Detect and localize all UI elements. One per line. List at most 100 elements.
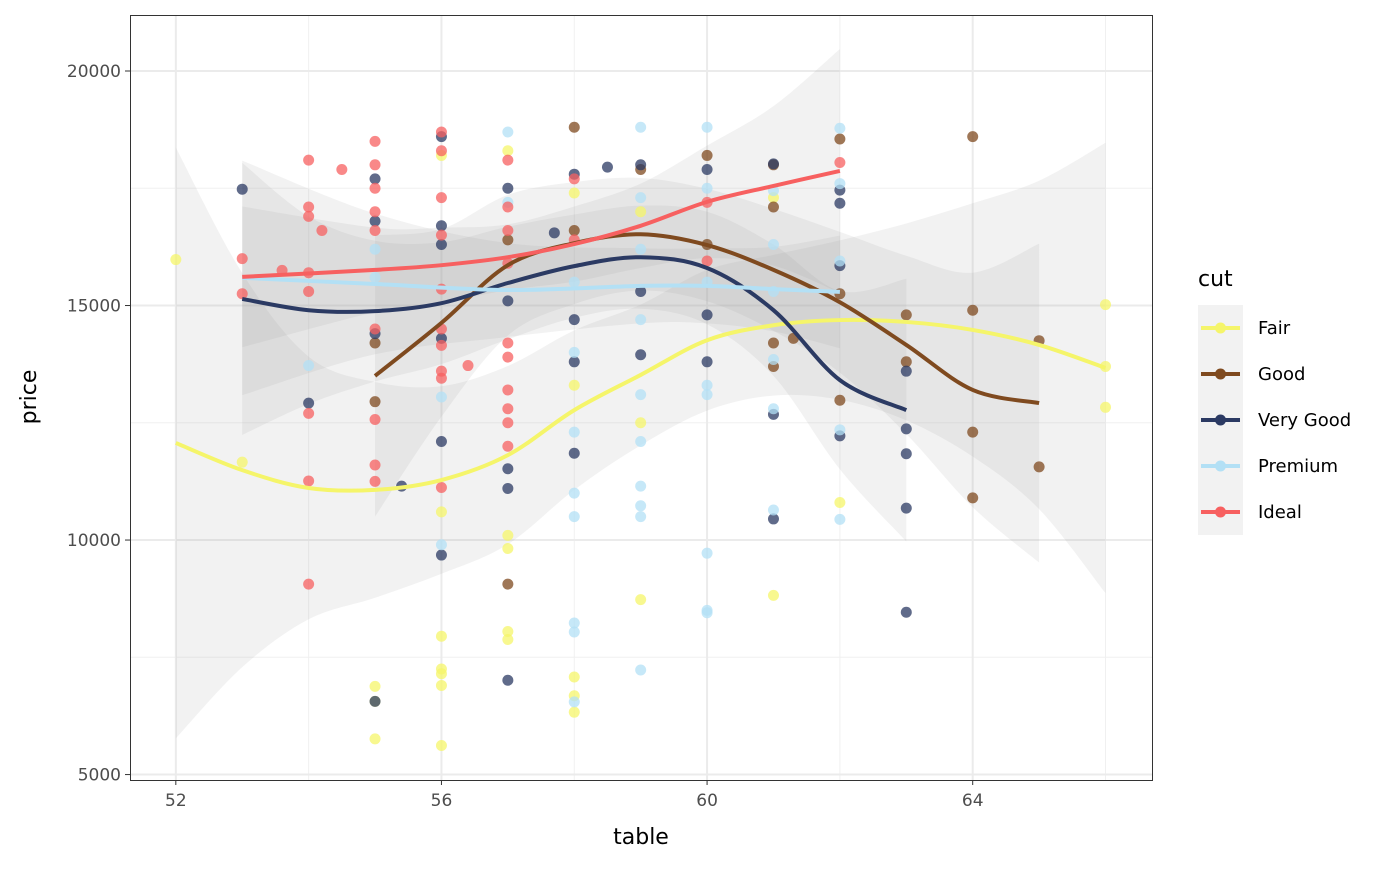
data-point — [568, 379, 580, 391]
data-point — [502, 482, 514, 494]
data-point — [502, 182, 514, 194]
data-point — [303, 397, 315, 409]
legend-label: Ideal — [1258, 502, 1302, 523]
data-point — [369, 680, 381, 692]
data-point — [900, 309, 912, 321]
data-point — [635, 243, 647, 255]
legend-label: Fair — [1258, 318, 1291, 339]
data-point — [568, 314, 580, 326]
y-axis-label: price — [17, 370, 42, 425]
data-point — [369, 413, 381, 425]
data-point — [967, 426, 979, 438]
smooth-line-0 — [175, 317, 1107, 493]
data-point — [568, 121, 580, 133]
data-point — [369, 323, 381, 335]
data-point — [435, 668, 447, 680]
data-point — [502, 633, 514, 645]
data-point — [502, 440, 514, 452]
data-point — [502, 201, 514, 213]
legend-key-point — [1215, 322, 1226, 334]
data-point — [1033, 461, 1045, 473]
data-point — [701, 255, 713, 267]
data-point — [303, 154, 315, 166]
data-point — [568, 173, 580, 185]
data-point — [435, 679, 447, 691]
data-point — [502, 337, 514, 349]
data-point — [435, 506, 447, 518]
data-point — [635, 511, 647, 523]
data-point — [568, 224, 580, 236]
data-point — [834, 513, 846, 525]
data-point — [568, 671, 580, 683]
data-point — [834, 424, 846, 436]
data-point — [701, 547, 713, 559]
data-point — [502, 529, 514, 541]
data-point — [834, 255, 846, 267]
data-point — [316, 224, 328, 236]
data-point — [834, 156, 846, 168]
data-point — [967, 492, 979, 504]
data-point — [834, 394, 846, 406]
data-point — [435, 482, 447, 494]
legend-key-point — [1215, 460, 1226, 472]
data-point — [1100, 299, 1112, 311]
data-point — [701, 607, 713, 619]
data-point — [303, 407, 315, 419]
data-point — [568, 276, 580, 288]
data-point — [435, 126, 447, 138]
data-point — [435, 436, 447, 448]
legend: cut Fair Good Very Good Premium Ideal — [1198, 267, 1351, 535]
data-point — [435, 239, 447, 251]
data-point — [568, 696, 580, 708]
data-point — [369, 733, 381, 745]
data-point — [568, 617, 580, 629]
data-point — [635, 285, 647, 297]
data-point — [236, 288, 248, 300]
data-point — [834, 178, 846, 190]
data-point — [236, 456, 248, 468]
data-point — [435, 145, 447, 157]
x-tick-label: 60 — [696, 791, 718, 811]
data-point — [701, 379, 713, 391]
confidence-band-4 — [242, 48, 840, 348]
data-point — [635, 192, 647, 204]
data-point — [502, 417, 514, 429]
data-point — [568, 487, 580, 499]
data-point — [900, 423, 912, 435]
plot-border — [130, 15, 1153, 781]
x-tick-label: 52 — [165, 791, 187, 811]
y-tick-label: 15000 — [67, 297, 121, 317]
data-point — [369, 695, 381, 707]
data-point — [369, 459, 381, 471]
confidence-band-3 — [242, 160, 840, 396]
data-point — [502, 224, 514, 236]
data-point — [601, 161, 613, 173]
data-point — [635, 417, 647, 429]
data-point — [462, 360, 474, 372]
data-point — [303, 210, 315, 222]
data-point — [502, 463, 514, 475]
data-point — [502, 626, 514, 638]
legend-label: Good — [1258, 364, 1305, 385]
data-point — [834, 197, 846, 209]
data-point — [900, 356, 912, 368]
data-point — [502, 578, 514, 590]
data-point — [635, 159, 647, 171]
data-point — [767, 337, 779, 349]
data-point — [568, 511, 580, 523]
data-point — [635, 594, 647, 606]
data-point — [303, 201, 315, 213]
data-point — [767, 589, 779, 601]
data-point — [834, 497, 846, 509]
data-point — [701, 121, 713, 133]
data-point — [435, 630, 447, 642]
data-point — [369, 475, 381, 487]
data-point — [502, 145, 514, 157]
data-point — [767, 353, 779, 365]
data-point — [701, 389, 713, 401]
data-point — [701, 149, 713, 161]
data-point — [767, 513, 779, 525]
data-point — [170, 254, 182, 266]
